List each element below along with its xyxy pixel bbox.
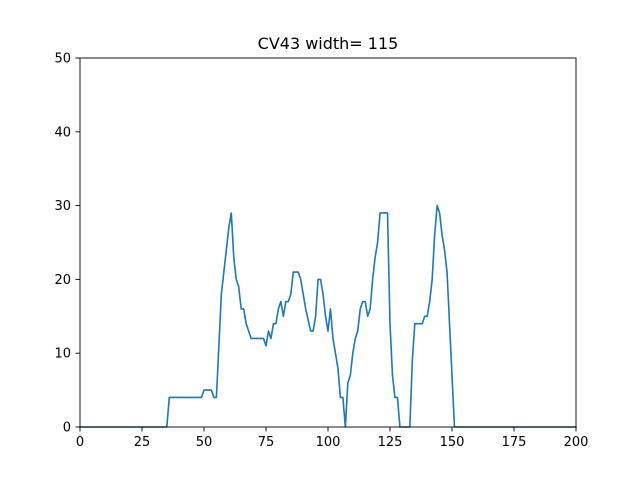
plot-area: 0 25 50 75 100 125 150 175 200 0 10 20 30 40 50 <box>54 52 588 451</box>
series-line-0 <box>79 204 577 428</box>
x-tick-label-175: 175 <box>502 435 527 450</box>
x-tick-label-150: 150 <box>440 435 465 450</box>
x-tick-label-200: 200 <box>564 435 589 450</box>
y-tick-label-0: 0 <box>63 421 71 436</box>
x-tick-label-0: 0 <box>76 435 84 450</box>
y-tick-label-20: 20 <box>54 273 71 288</box>
y-tick-label-10: 10 <box>54 347 71 362</box>
x-tick-label-75: 75 <box>258 435 275 450</box>
x-tick-label-25: 25 <box>134 435 151 450</box>
y-tick-label-30: 30 <box>54 199 71 214</box>
x-tick-label-50: 50 <box>196 435 213 450</box>
x-tick-label-100: 100 <box>316 435 341 450</box>
y-tick-label-40: 40 <box>54 125 71 140</box>
y-tick-label-50: 50 <box>54 52 71 67</box>
x-tick-label-125: 125 <box>378 435 403 450</box>
axes-frame <box>79 57 577 428</box>
chart-title: CV43 width= 115 <box>258 34 399 53</box>
